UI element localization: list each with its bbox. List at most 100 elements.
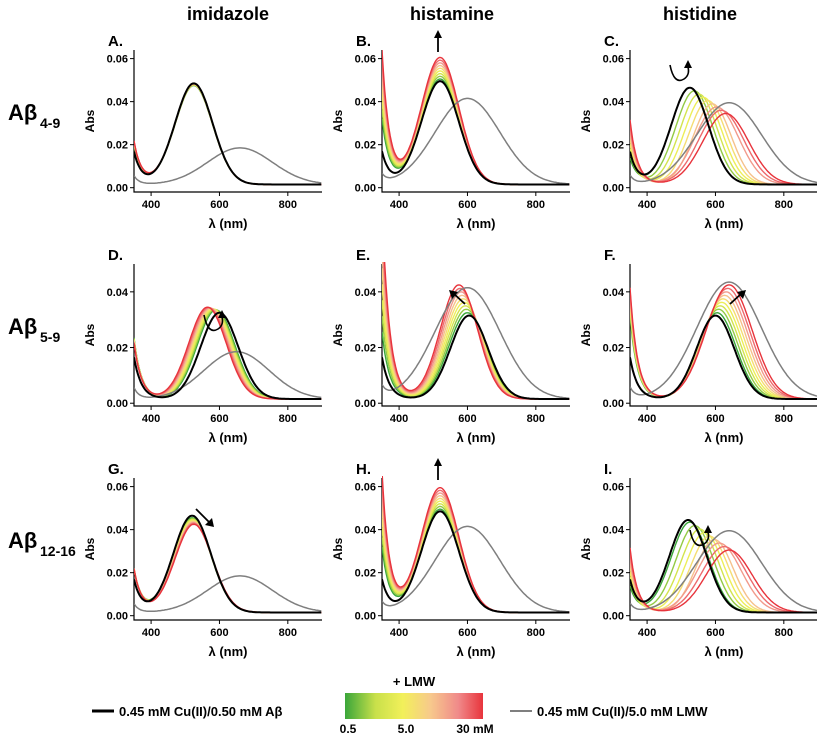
y-axis-label: Abs xyxy=(579,537,593,560)
panel-letter: A. xyxy=(108,33,123,50)
series-group xyxy=(382,49,570,186)
x-tick-label: 800 xyxy=(775,199,793,211)
series-line-lmw xyxy=(383,262,570,400)
y-tick-label: 0.02 xyxy=(107,343,128,355)
series-line-grey xyxy=(382,525,570,613)
series-line-lmw xyxy=(134,84,322,186)
y-tick-label: 0.00 xyxy=(107,183,128,195)
x-tick-label: 400 xyxy=(142,199,160,211)
trend-arrow xyxy=(669,60,692,82)
panel-letter: F. xyxy=(604,247,616,264)
x-tick-label: 600 xyxy=(210,199,228,211)
x-axis-label: λ (nm) xyxy=(457,216,496,231)
y-tick-label: 0.06 xyxy=(355,482,376,494)
series-line-lmw xyxy=(134,517,322,614)
x-tick-label: 400 xyxy=(390,199,408,211)
series-line-lmw xyxy=(134,82,322,186)
y-tick-label: 0.04 xyxy=(107,97,129,109)
series-line-lmw xyxy=(630,311,817,400)
series-line-lmw xyxy=(382,284,570,400)
y-axis-label: Abs xyxy=(83,537,97,560)
y-tick-label: 0.04 xyxy=(355,525,377,537)
y-tick-label: 0.00 xyxy=(603,611,624,623)
panels-grid: A. 0.00 0.02 0.04 0.06 400 600 800 λ (nm) Abs B. 0.… xyxy=(83,30,817,659)
series-line-lmw xyxy=(134,308,322,400)
series-line-grey xyxy=(630,101,817,184)
x-tick-label: 600 xyxy=(706,627,724,639)
series-line-lmw xyxy=(134,518,322,614)
x-tick-label: 400 xyxy=(142,627,160,639)
axis-frame xyxy=(133,478,322,621)
series-line-black xyxy=(630,314,817,400)
panel-f: F. 0.00 0.02 0.04 400 600 800 λ (nm) Abs xyxy=(579,247,817,445)
y-tick-label: 0.02 xyxy=(603,343,624,355)
series-line-lmw xyxy=(134,82,322,186)
series-line-lmw xyxy=(134,519,322,614)
panel-d: D. 0.00 0.02 0.04 400 600 800 λ (nm) Abs xyxy=(83,247,322,445)
panel-c: C. 0.00 0.02 0.04 0.06 400 600 800 λ (nm) Abs xyxy=(579,33,817,231)
y-axis-label: Abs xyxy=(579,109,593,132)
series-line-grey xyxy=(382,97,570,185)
x-tick-label: 800 xyxy=(527,627,545,639)
column-header-histamine: histamine xyxy=(410,4,494,24)
y-tick-label: 0.06 xyxy=(355,54,376,66)
series-line-lmw xyxy=(382,49,570,186)
panel-letter: C. xyxy=(604,33,619,50)
series-line-lmw xyxy=(630,528,817,614)
panel-letter: H. xyxy=(356,461,371,478)
y-tick-label: 0.00 xyxy=(603,183,624,195)
row-label-sub: 4-9 xyxy=(40,115,60,131)
series-line-black xyxy=(382,510,570,614)
row-label-sub: 12-16 xyxy=(40,543,76,559)
row-label-ab5-9: Aβ 5-9 xyxy=(8,314,60,345)
trend-arrow xyxy=(729,290,746,305)
series-line-black xyxy=(630,519,817,614)
y-tick-label: 0.00 xyxy=(107,611,128,623)
y-tick-label: 0.06 xyxy=(107,54,128,66)
y-tick-label: 0.04 xyxy=(603,525,625,537)
y-tick-label: 0.00 xyxy=(355,611,376,623)
series-line-lmw xyxy=(134,522,322,614)
row-label-ab12-16: Aβ 12-16 xyxy=(8,528,76,559)
x-tick-label: 600 xyxy=(706,199,724,211)
series-line-grey xyxy=(630,281,817,397)
y-tick-label: 0.02 xyxy=(603,140,624,152)
x-axis-label: λ (nm) xyxy=(705,430,744,445)
legend-gradient-tick-high: 30 mM xyxy=(456,722,493,736)
panel-g: G. 0.00 0.02 0.04 0.06 400 600 800 λ (nm) Abs xyxy=(83,461,322,659)
series-line-lmw xyxy=(134,83,322,186)
row-label-main: Aβ xyxy=(8,314,37,339)
series-line-lmw xyxy=(134,522,322,614)
series-line-black xyxy=(134,311,322,400)
x-tick-label: 400 xyxy=(142,413,160,425)
x-tick-label: 800 xyxy=(775,413,793,425)
y-tick-label: 0.04 xyxy=(107,525,129,537)
series-line-lmw xyxy=(382,476,570,614)
y-tick-label: 0.04 xyxy=(355,287,377,299)
y-tick-label: 0.02 xyxy=(355,568,376,580)
series-line-lmw xyxy=(382,268,570,400)
y-tick-label: 0.04 xyxy=(107,287,129,299)
panel-h: H. 0.00 0.02 0.04 0.06 400 600 800 λ (nm) Abs xyxy=(331,458,570,659)
x-tick-label: 400 xyxy=(638,199,656,211)
panel-a: A. 0.00 0.02 0.04 0.06 400 600 800 λ (nm) Abs xyxy=(83,33,322,231)
y-axis-label: Abs xyxy=(579,323,593,346)
x-tick-label: 600 xyxy=(210,413,228,425)
legend-gradient-bar xyxy=(345,693,483,719)
series-line-lmw xyxy=(630,305,817,400)
column-header-histidine: histidine xyxy=(663,4,737,24)
panel-letter: G. xyxy=(108,461,124,478)
series-line-lmw xyxy=(134,83,322,186)
series-line-lmw xyxy=(630,524,817,614)
series-line-lmw xyxy=(382,300,570,400)
y-axis-label: Abs xyxy=(331,323,345,346)
legend-black-line-label: 0.45 mM Cu(II)/0.50 mM Aβ xyxy=(119,704,283,719)
y-tick-label: 0.02 xyxy=(107,140,128,152)
x-tick-label: 400 xyxy=(638,627,656,639)
y-axis-label: Abs xyxy=(331,537,345,560)
y-tick-label: 0.06 xyxy=(603,54,624,66)
x-tick-label: 600 xyxy=(210,627,228,639)
trend-arrow xyxy=(195,508,214,527)
row-label-ab4-9: Aβ 4-9 xyxy=(8,100,60,131)
axis-frame xyxy=(133,50,322,193)
